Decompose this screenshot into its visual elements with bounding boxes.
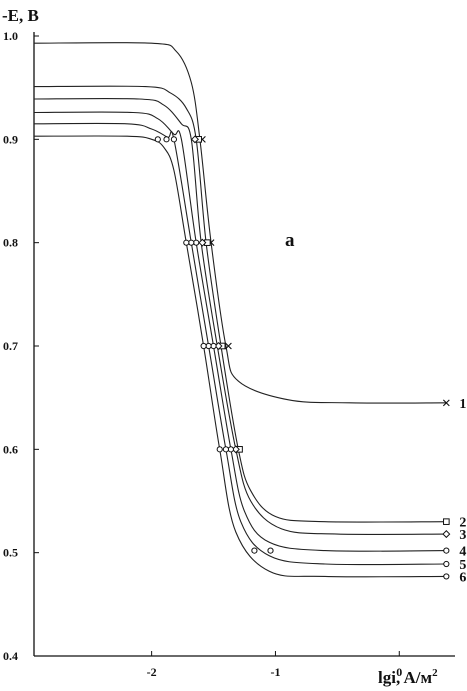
- series-6-point: [154, 136, 161, 143]
- y-tick-label: 0.5: [3, 546, 18, 560]
- series-4-point: [170, 136, 178, 143]
- series-6-point: [183, 239, 190, 246]
- series-3-label: 3: [459, 528, 466, 543]
- series-4-line: [33, 111, 447, 552]
- series-2-line: [33, 85, 447, 523]
- series-2-point: [443, 518, 450, 525]
- panel-label: a: [285, 230, 295, 251]
- series-1-point: [225, 342, 232, 350]
- series-4-point: [267, 547, 274, 554]
- series-6-point: [216, 446, 223, 453]
- series-4-point: [210, 342, 217, 350]
- x-tick-label: -2: [147, 665, 157, 679]
- series-4-point: [227, 446, 234, 453]
- series-1-line: [33, 42, 447, 404]
- y-tick-label: 1.0: [3, 29, 18, 43]
- x-axis-label: lgi, A/м2: [378, 667, 438, 687]
- y-tick-label: 0.6: [3, 442, 18, 456]
- series-2-label: 2: [459, 516, 466, 531]
- y-axis-label: -E, B: [2, 6, 39, 25]
- series-6-point: [200, 342, 207, 350]
- x-axis-label-superscript: 2: [432, 667, 438, 679]
- series-4-label: 4: [459, 545, 466, 560]
- series-5-point: [163, 136, 170, 143]
- y-tick-label: 0.8: [3, 236, 18, 250]
- series-6-line: [33, 135, 447, 578]
- series-3-point: [442, 530, 451, 539]
- series-5-label: 5: [459, 558, 466, 573]
- series-6-point: [443, 573, 450, 580]
- series-5-line: [33, 122, 447, 566]
- y-tick-label: 0.4: [3, 649, 18, 663]
- y-tick-label: 0.7: [3, 339, 18, 353]
- series-3-point: [190, 135, 199, 144]
- axes: 0.4 0.5 0.6 0.7 0.8 0.9 1.0 -2 -1 0: [3, 29, 455, 679]
- markers-layer: [154, 135, 451, 580]
- series-5-point: [188, 239, 195, 246]
- y-tick-label: 0.9: [3, 132, 18, 146]
- series-6-label: 6: [459, 570, 466, 585]
- series-layer: [33, 42, 447, 578]
- series-1-label: 1: [459, 397, 466, 412]
- series-5-point: [222, 446, 230, 453]
- x-tick-label: -1: [270, 665, 280, 679]
- series-4-point: [443, 547, 450, 554]
- series-4-point: [193, 239, 200, 246]
- series-5-point: [205, 342, 212, 350]
- x-tick-label: 0: [396, 665, 402, 679]
- labels-layer: 1 23 456: [459, 397, 466, 586]
- series-1-point: [442, 399, 450, 407]
- series-3-point: [198, 238, 207, 247]
- x-axis-label-text: lgi, A/м: [378, 668, 433, 687]
- series-3-line: [33, 98, 447, 536]
- series-5-point: [251, 547, 258, 554]
- series-5-point: [443, 560, 450, 568]
